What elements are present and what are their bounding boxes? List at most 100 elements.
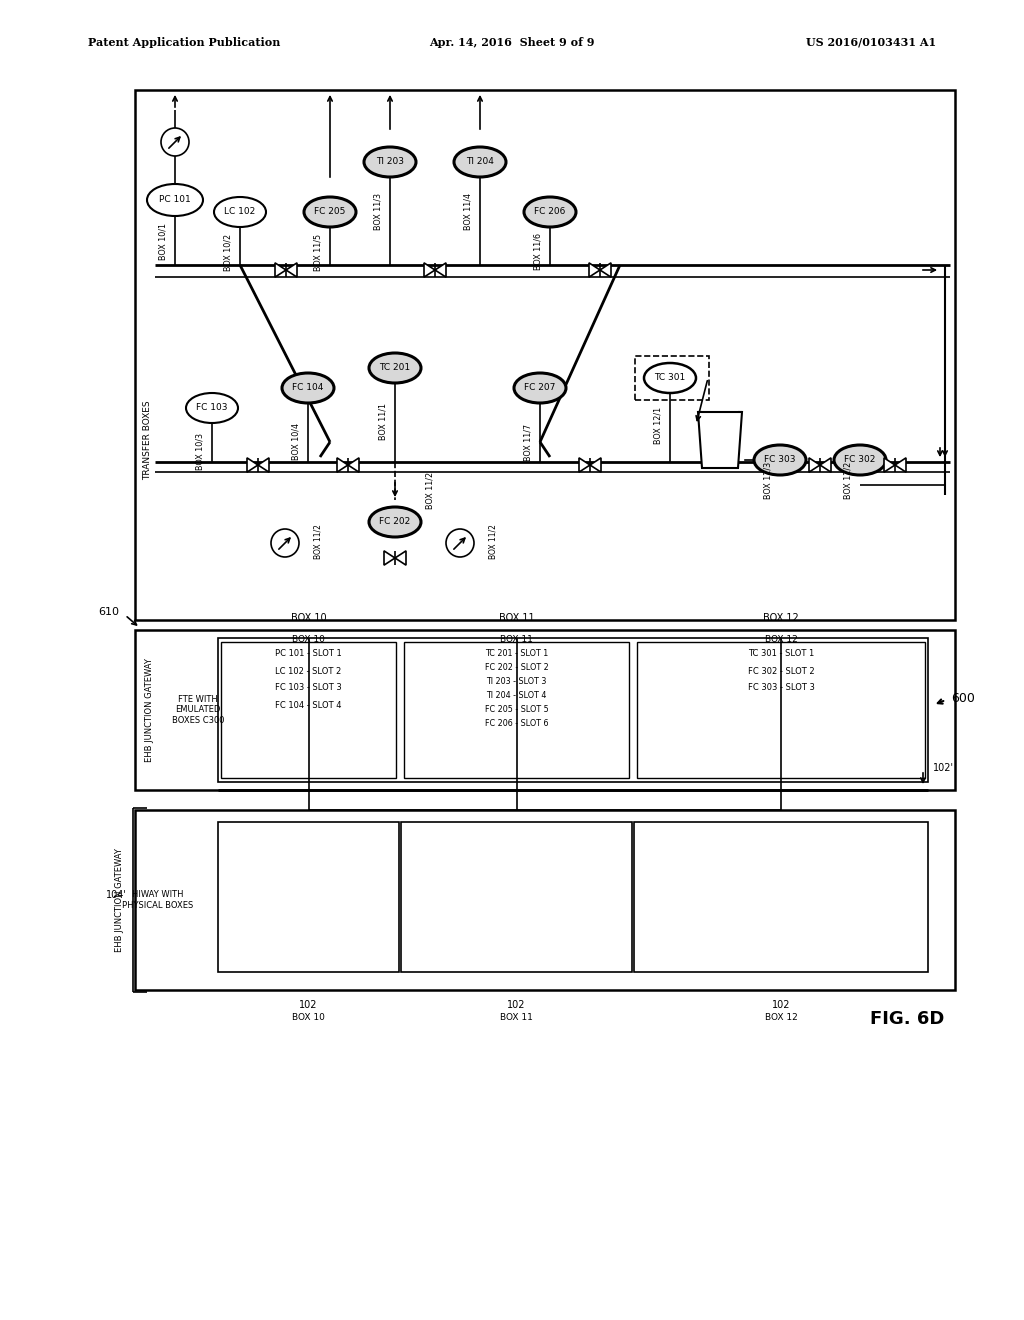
Text: Apr. 14, 2016  Sheet 9 of 9: Apr. 14, 2016 Sheet 9 of 9: [429, 37, 595, 48]
Text: EHB JUNCTION GATEWAY: EHB JUNCTION GATEWAY: [116, 847, 125, 952]
Text: BOX 11: BOX 11: [499, 612, 535, 623]
Text: FTE WITH
EMULATED
BOXES C300: FTE WITH EMULATED BOXES C300: [172, 696, 224, 725]
Polygon shape: [809, 458, 820, 473]
Text: US 2016/0103431 A1: US 2016/0103431 A1: [806, 37, 936, 48]
Ellipse shape: [834, 445, 886, 475]
Circle shape: [161, 128, 189, 156]
Text: FC 302 - SLOT 2: FC 302 - SLOT 2: [748, 667, 814, 676]
Text: TI 204: TI 204: [466, 157, 494, 166]
Polygon shape: [579, 458, 590, 473]
Text: BOX 11: BOX 11: [500, 635, 532, 644]
Text: TI 203 - SLOT 3: TI 203 - SLOT 3: [486, 677, 547, 686]
Polygon shape: [884, 458, 895, 473]
Bar: [635, 356, 709, 400]
Ellipse shape: [282, 374, 334, 403]
Text: FC 206: FC 206: [535, 207, 565, 216]
Bar: [135, 90, 955, 620]
Polygon shape: [286, 263, 297, 277]
Text: LC 102 - SLOT 2: LC 102 - SLOT 2: [275, 667, 342, 676]
Polygon shape: [424, 263, 435, 277]
Text: FC 202: FC 202: [379, 517, 411, 527]
Text: BOX 11/2: BOX 11/2: [313, 524, 323, 560]
Bar: [637, 642, 925, 777]
Text: Patent Application Publication: Patent Application Publication: [88, 37, 281, 48]
Polygon shape: [895, 458, 906, 473]
Text: BOX 10: BOX 10: [292, 1014, 325, 1023]
Text: FC 303 - SLOT 3: FC 303 - SLOT 3: [748, 684, 814, 693]
Polygon shape: [589, 263, 600, 277]
Text: TC 301 - SLOT 1: TC 301 - SLOT 1: [748, 649, 814, 659]
Text: BOX 11/2: BOX 11/2: [488, 524, 498, 560]
Text: EHB JUNCTION GATEWAY: EHB JUNCTION GATEWAY: [145, 659, 155, 762]
Ellipse shape: [514, 374, 566, 403]
Ellipse shape: [369, 507, 421, 537]
Text: FC 104: FC 104: [292, 384, 324, 392]
Ellipse shape: [644, 363, 696, 393]
Text: BOX 11/3: BOX 11/3: [374, 194, 383, 231]
Polygon shape: [698, 412, 742, 469]
Text: BOX 10/2: BOX 10/2: [223, 234, 232, 271]
Text: FC 103 - SLOT 3: FC 103 - SLOT 3: [275, 684, 342, 693]
Ellipse shape: [304, 197, 356, 227]
Ellipse shape: [754, 445, 806, 475]
Circle shape: [446, 529, 474, 557]
Text: FIG. 6D: FIG. 6D: [870, 1010, 944, 1028]
Text: BOX 10/3: BOX 10/3: [196, 433, 205, 470]
Text: TC 201 - SLOT 1: TC 201 - SLOT 1: [485, 649, 548, 659]
Text: FC 205 - SLOT 5: FC 205 - SLOT 5: [484, 705, 549, 714]
Ellipse shape: [214, 197, 266, 227]
Text: TI 203: TI 203: [376, 157, 404, 166]
Bar: [404, 642, 629, 777]
Text: FC 207: FC 207: [524, 384, 556, 392]
Text: TRANSFER BOXES: TRANSFER BOXES: [143, 400, 153, 479]
Text: 600: 600: [951, 692, 975, 705]
Text: BOX 12: BOX 12: [765, 635, 798, 644]
Text: HIWAY WITH
PHYSICAL BOXES: HIWAY WITH PHYSICAL BOXES: [123, 890, 194, 909]
Polygon shape: [600, 263, 611, 277]
Polygon shape: [247, 458, 258, 473]
Text: BOX 11/5: BOX 11/5: [313, 234, 323, 271]
Text: FC 202 - SLOT 2: FC 202 - SLOT 2: [484, 664, 549, 672]
Bar: [218, 822, 399, 972]
Polygon shape: [435, 263, 446, 277]
Text: FC 103: FC 103: [197, 404, 227, 412]
Bar: [218, 638, 928, 781]
Text: BOX 11/1: BOX 11/1: [379, 404, 387, 441]
Text: LC 102: LC 102: [224, 207, 256, 216]
Ellipse shape: [147, 183, 203, 216]
Text: BOX 10: BOX 10: [291, 612, 327, 623]
Polygon shape: [275, 263, 286, 277]
Text: TI 204 - SLOT 4: TI 204 - SLOT 4: [486, 692, 547, 701]
Text: 102: 102: [507, 1001, 525, 1010]
Polygon shape: [384, 550, 395, 565]
Text: 102: 102: [299, 1001, 317, 1010]
Text: PC 101: PC 101: [159, 195, 190, 205]
Polygon shape: [820, 458, 831, 473]
Text: BOX 12/1: BOX 12/1: [653, 407, 663, 444]
Text: TC 201: TC 201: [380, 363, 411, 372]
Bar: [135, 810, 955, 990]
Circle shape: [271, 529, 299, 557]
Bar: [634, 822, 928, 972]
Text: 610: 610: [98, 607, 119, 616]
Polygon shape: [395, 550, 406, 565]
Text: BOX 11/2: BOX 11/2: [426, 471, 434, 508]
Text: BOX 12: BOX 12: [763, 612, 799, 623]
Text: BOX 12/3: BOX 12/3: [764, 462, 772, 499]
Bar: [135, 630, 955, 789]
Text: BOX 10/4: BOX 10/4: [292, 424, 300, 461]
Text: BOX 11: BOX 11: [500, 1014, 532, 1023]
Polygon shape: [258, 458, 269, 473]
Ellipse shape: [524, 197, 575, 227]
Text: BOX 12: BOX 12: [765, 1014, 798, 1023]
Bar: [401, 822, 632, 972]
Ellipse shape: [186, 393, 238, 422]
Text: 102: 102: [772, 1001, 791, 1010]
Ellipse shape: [454, 147, 506, 177]
Text: 104': 104': [106, 890, 127, 900]
Text: FC 302: FC 302: [845, 455, 876, 465]
Text: FC 303: FC 303: [764, 455, 796, 465]
Text: BOX 10: BOX 10: [292, 635, 325, 644]
Text: BOX 12/2: BOX 12/2: [844, 462, 853, 499]
Bar: [221, 642, 396, 777]
